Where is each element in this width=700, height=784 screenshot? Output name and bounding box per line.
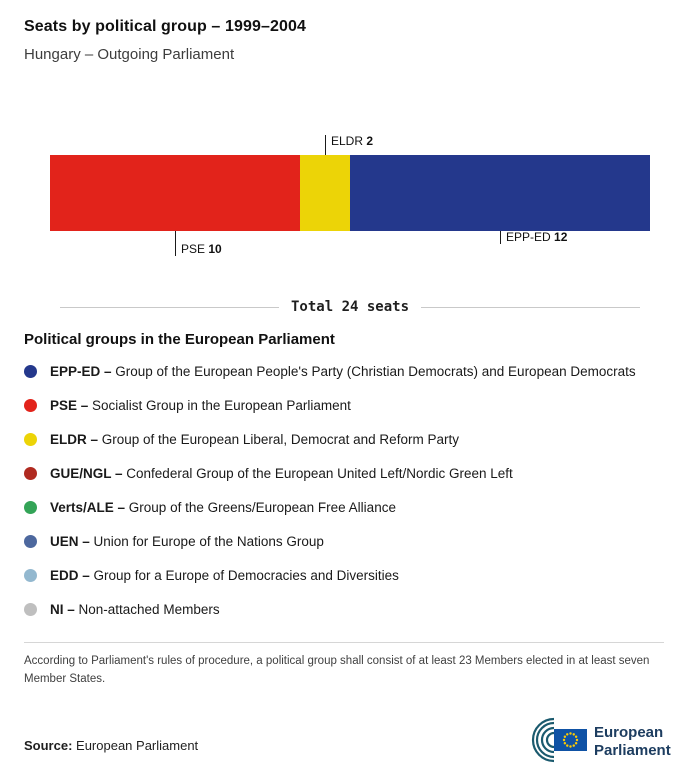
bar-segment-epp-ed xyxy=(350,155,650,231)
bar-segment-eldr xyxy=(300,155,350,231)
footer: Source: European Parliament xyxy=(24,717,676,763)
bar-callout-label: EPP-ED 12 xyxy=(506,229,568,244)
footnote: According to Parliament's rules of proce… xyxy=(24,642,664,689)
infographic-page: Seats by political group – 1999–2004 Hun… xyxy=(24,18,676,763)
legend-item-label: UEN – Union for Europe of the Nations Gr… xyxy=(50,533,324,549)
ep-logo: European Parliament xyxy=(508,717,676,763)
legend-item-label: EPP-ED – Group of the European People's … xyxy=(50,363,636,379)
seats-chart: PSE 10 ELDR 2 EPP-ED 12 xyxy=(50,133,650,261)
ep-logo-icon: European Parliament xyxy=(531,717,671,762)
legend-item-verts-ale: Verts/ALE – Group of the Greens/European… xyxy=(24,490,676,524)
legend-item-gue-ngl: GUE/NGL – Confederal Group of the Europe… xyxy=(24,456,676,490)
hemicycle-arcs-icon xyxy=(531,717,555,762)
bar-segment-pse xyxy=(50,155,300,231)
legend-item-epp-ed: EPP-ED – Group of the European People's … xyxy=(24,354,676,388)
source-line: Source: European Parliament xyxy=(24,738,198,753)
gue-ngl-dot-icon xyxy=(24,466,37,480)
legend-item-pse: PSE – Socialist Group in the European Pa… xyxy=(24,388,676,422)
source-label: Source: xyxy=(24,737,73,753)
bar-callout-epp-ed: EPP-ED 12 xyxy=(500,229,568,244)
divider-right xyxy=(421,306,641,308)
source-value: European Parliament xyxy=(76,737,199,753)
eu-flag-icon xyxy=(554,728,587,751)
divider-left xyxy=(60,306,279,308)
legend-item-label: PSE – Socialist Group in the European Pa… xyxy=(50,397,351,413)
ni-dot-icon xyxy=(24,602,37,616)
legend-item-label: NI – Non-attached Members xyxy=(50,601,220,617)
header: Seats by political group – 1999–2004 Hun… xyxy=(24,18,676,63)
uen-dot-icon xyxy=(24,534,37,548)
bar-callout-label: PSE 10 xyxy=(181,241,222,256)
legend-item-eldr: ELDR – Group of the European Liberal, De… xyxy=(24,422,676,456)
bar-callout-pse: PSE 10 xyxy=(175,231,222,256)
legend-item-label: EDD – Group for a Europe of Democracies … xyxy=(50,567,399,583)
pse-dot-icon xyxy=(24,398,37,412)
verts-ale-dot-icon xyxy=(24,500,37,514)
stacked-bar xyxy=(50,155,650,231)
legend-item-ni: NI – Non-attached Members xyxy=(24,592,676,626)
legend-title: Political groups in the European Parliam… xyxy=(24,331,335,348)
legend-item-label: ELDR – Group of the European Liberal, De… xyxy=(50,431,459,447)
epp-ed-dot-icon xyxy=(24,364,37,378)
legend-item-label: GUE/NGL – Confederal Group of the Europe… xyxy=(50,465,513,481)
bar-callout-eldr: ELDR 2 xyxy=(325,134,374,155)
legend-item-label: Verts/ALE – Group of the Greens/European… xyxy=(50,499,396,515)
total-seats-row: Total 24 seats xyxy=(60,299,641,315)
page-subtitle: Hungary – Outgoing Parliament xyxy=(24,46,235,63)
eldr-dot-icon xyxy=(24,432,37,446)
edd-dot-icon xyxy=(24,568,37,582)
legend-item-edd: EDD – Group for a Europe of Democracies … xyxy=(24,558,676,592)
logo-text-line2: Parliament xyxy=(594,742,671,759)
page-title: Seats by political group – 1999–2004 xyxy=(24,18,306,35)
legend-item-uen: UEN – Union for Europe of the Nations Gr… xyxy=(24,524,676,558)
legend-list: EPP-ED – Group of the European People's … xyxy=(24,354,676,626)
bar-callout-label: ELDR 2 xyxy=(331,134,374,148)
logo-text-line1: European xyxy=(594,724,663,741)
total-seats-label: Total 24 seats xyxy=(291,299,410,315)
